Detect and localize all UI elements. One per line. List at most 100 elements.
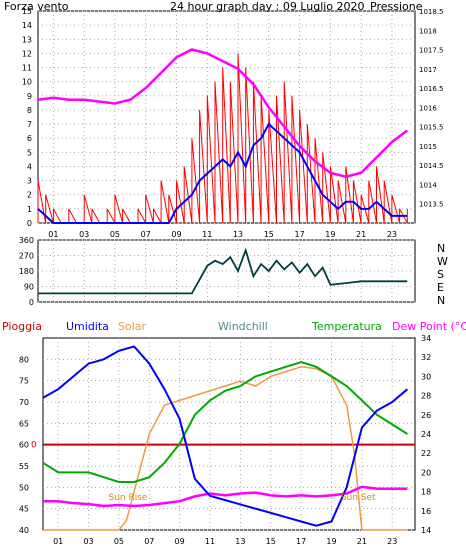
wind-hour-label: 07 xyxy=(141,230,151,239)
pressure-tick-label: 1016.5 xyxy=(419,85,444,93)
temp-legend-label: Umidita xyxy=(66,320,109,333)
wind-hour-label: 21 xyxy=(356,230,366,239)
temp-hour-label: 21 xyxy=(357,537,367,546)
pressure-tick-label: 1017 xyxy=(419,66,437,74)
pressure-tick-label: 1018.5 xyxy=(419,8,444,16)
humidity-left-ticks: 40 45 50 55 60 65 70 75 80 xyxy=(19,355,29,535)
wind-hour-ticks: 01 03 05 07 09 11 13 15 17 19 21 23 xyxy=(48,230,397,239)
wind-tick-label: 3 xyxy=(27,177,32,186)
sunrise-label: Sun Rise xyxy=(109,493,148,503)
wind-hour-label: 19 xyxy=(325,230,335,239)
temperature-tick-label: 24 xyxy=(421,430,431,439)
temp-legend-label: Solar xyxy=(118,320,147,333)
wind-hour-label: 01 xyxy=(48,230,58,239)
temp-grid xyxy=(43,338,415,531)
humidity-tick-label: 70 xyxy=(19,398,29,407)
wind-hour-label: 17 xyxy=(294,230,304,239)
wind-hour-label: 23 xyxy=(387,230,397,239)
sunset-label: Sun Set xyxy=(341,493,376,503)
wind-hour-label: 03 xyxy=(79,230,89,239)
compass-label: N xyxy=(437,294,445,307)
pressure-tick-label: 1014 xyxy=(419,181,437,189)
wind-tick-label: 2 xyxy=(27,191,32,200)
humidity-tick-label: 50 xyxy=(19,483,29,492)
dewpoint-line xyxy=(43,485,408,508)
temp-hour-label: 05 xyxy=(114,537,124,546)
temperature-tick-label: 20 xyxy=(421,468,431,477)
wind-hour-label: 13 xyxy=(233,230,243,239)
wind-tick-label: 8 xyxy=(27,106,32,115)
wind-plot-frame xyxy=(37,10,416,224)
wind-tick-label: 9 xyxy=(27,92,32,101)
compass-label: E xyxy=(437,281,444,294)
humidity-tick-label: 55 xyxy=(19,462,29,471)
wind-tick-label: 10 xyxy=(22,78,32,87)
temperature-tick-label: 18 xyxy=(421,488,431,497)
pressure-tick-label: 1013.5 xyxy=(419,201,444,209)
wind-tick-label: 11 xyxy=(22,64,32,73)
wind-tick-label: 0 xyxy=(27,219,32,228)
temperature-tick-label: 32 xyxy=(421,353,431,362)
pressure-tick-label: 1015 xyxy=(419,143,437,151)
wind-left-label: Forza vento xyxy=(4,0,69,13)
temp-hour-label: 23 xyxy=(387,537,397,546)
pressure-tick-label: 1017.5 xyxy=(419,47,444,55)
chart-title: 24 hour graph day : 09 Luglio 2020 xyxy=(170,0,365,13)
rain-zero-label: 0 xyxy=(31,441,37,451)
direction-tick-label: 0 xyxy=(29,298,34,307)
temp-hour-label: 17 xyxy=(296,537,306,546)
wind-tick-label: 7 xyxy=(27,120,32,129)
pressure-line xyxy=(37,48,409,178)
wind-tick-label: 14 xyxy=(22,21,32,30)
temp-hour-label: 07 xyxy=(144,537,154,546)
wind-direction-line xyxy=(38,247,408,295)
temp-legend-label: Temperatura xyxy=(311,320,382,333)
wind-hour-label: 15 xyxy=(264,230,274,239)
direction-tick-label: 180 xyxy=(19,267,34,276)
temperature-tick-label: 26 xyxy=(421,411,431,420)
temp-hour-label: 09 xyxy=(175,537,185,546)
temp-hour-label: 11 xyxy=(205,537,215,546)
pressure-tick-label: 1014.5 xyxy=(419,162,444,170)
humidity-tick-label: 45 xyxy=(19,505,29,514)
wind-gust-line xyxy=(37,122,408,224)
solar-line xyxy=(43,366,408,531)
compass-label: S xyxy=(437,268,444,281)
temp-hour-label: 01 xyxy=(53,537,63,546)
temp-hour-label: 19 xyxy=(326,537,336,546)
wind-tick-label: 15 xyxy=(22,7,32,16)
wind-tick-label: 1 xyxy=(27,205,32,214)
temp-hour-label: 15 xyxy=(266,537,276,546)
pressure-tick-label: 1018 xyxy=(419,27,437,35)
wind-hour-label: 09 xyxy=(171,230,181,239)
humidity-tick-label: 75 xyxy=(19,377,29,386)
temp-hour-ticks: 01 03 05 07 09 11 13 15 17 19 21 23 xyxy=(53,537,397,546)
temp-plot-frame xyxy=(42,337,416,531)
humidity-tick-label: 60 xyxy=(19,441,29,450)
temp-legend-label: Dew Point (°C) xyxy=(392,320,466,333)
temperature-humidity-panel: 40 45 50 55 60 65 70 75 80 14 16 18 20 22 24 26 28 30 32 3… xyxy=(2,320,466,546)
temperature-tick-label: 30 xyxy=(421,372,431,381)
direction-ticks: 0 90 180 270 360 xyxy=(19,236,34,307)
temperature-tick-label: 14 xyxy=(421,526,431,535)
temp-legend-label: Windchill xyxy=(218,320,268,333)
temperature-tick-label: 34 xyxy=(421,334,431,343)
wind-tick-label: 5 xyxy=(27,148,32,157)
pressure-tick-label: 1015.5 xyxy=(419,124,444,132)
temperature-tick-label: 22 xyxy=(421,449,431,458)
compass-label: N xyxy=(437,242,445,255)
compass-label: W xyxy=(437,255,448,268)
wind-tick-label: 6 xyxy=(27,134,32,143)
direction-tick-label: 270 xyxy=(19,252,34,261)
pressure-right-label: Pressione xyxy=(370,0,423,13)
temp-legend-label: Pioggia xyxy=(2,320,42,333)
wind-tick-label: 13 xyxy=(22,35,32,44)
temp-hour-label: 13 xyxy=(235,537,245,546)
wind-speed-line xyxy=(37,53,408,224)
temperature-tick-label: 16 xyxy=(421,507,431,516)
